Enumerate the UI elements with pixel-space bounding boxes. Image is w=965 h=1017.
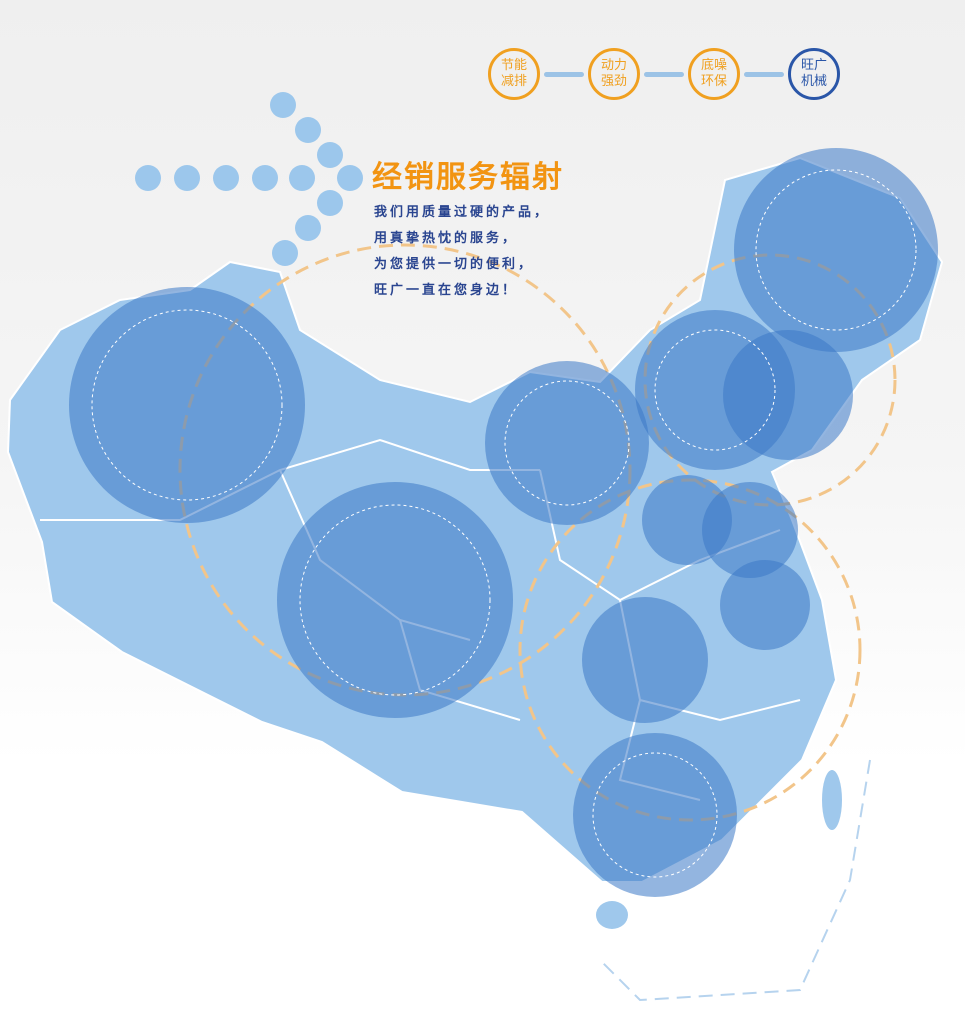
connector bbox=[644, 71, 684, 77]
slogan-line: 旺广一直在您身边！ bbox=[374, 283, 519, 298]
connector bbox=[544, 71, 584, 77]
badge-energy-saving: 节能 减排 bbox=[488, 48, 540, 100]
slogan-line: 为您提供一切的便利， bbox=[374, 257, 535, 272]
badge-line: 节能 bbox=[500, 58, 527, 73]
page-title: 经销服务辐射 bbox=[372, 160, 564, 195]
badge-line: 减排 bbox=[500, 74, 527, 89]
badge-power: 动力 强劲 bbox=[588, 48, 640, 100]
badge-line: 底噪 bbox=[700, 58, 727, 73]
sea-boundary-dashed bbox=[599, 759, 871, 1002]
badge-brand: 旺广 机械 bbox=[788, 48, 840, 100]
dot-arrow bbox=[135, 92, 363, 266]
connector bbox=[744, 71, 784, 77]
badge-line: 环保 bbox=[700, 74, 727, 89]
slogan-line: 我们用质量过硬的产品， bbox=[374, 205, 551, 220]
slogan-line: 用真挚热忱的服务， bbox=[374, 231, 519, 246]
badge-low-noise: 底噪 环保 bbox=[688, 48, 740, 100]
inner-dotted-rings bbox=[91, 169, 917, 878]
feature-badges: 节能 减排 动力 强劲 底噪 环保 旺广 机械 bbox=[488, 48, 840, 100]
distribution-circles bbox=[69, 148, 938, 897]
badge-line: 强劲 bbox=[600, 74, 627, 89]
slogan: 我们用质量过硬的产品， 用真挚热忱的服务， 为您提供一切的便利， 旺广一直在您身… bbox=[374, 200, 550, 304]
badge-line: 机械 bbox=[800, 74, 827, 89]
badge-line: 旺广 bbox=[800, 58, 827, 73]
badge-line: 动力 bbox=[600, 58, 627, 73]
